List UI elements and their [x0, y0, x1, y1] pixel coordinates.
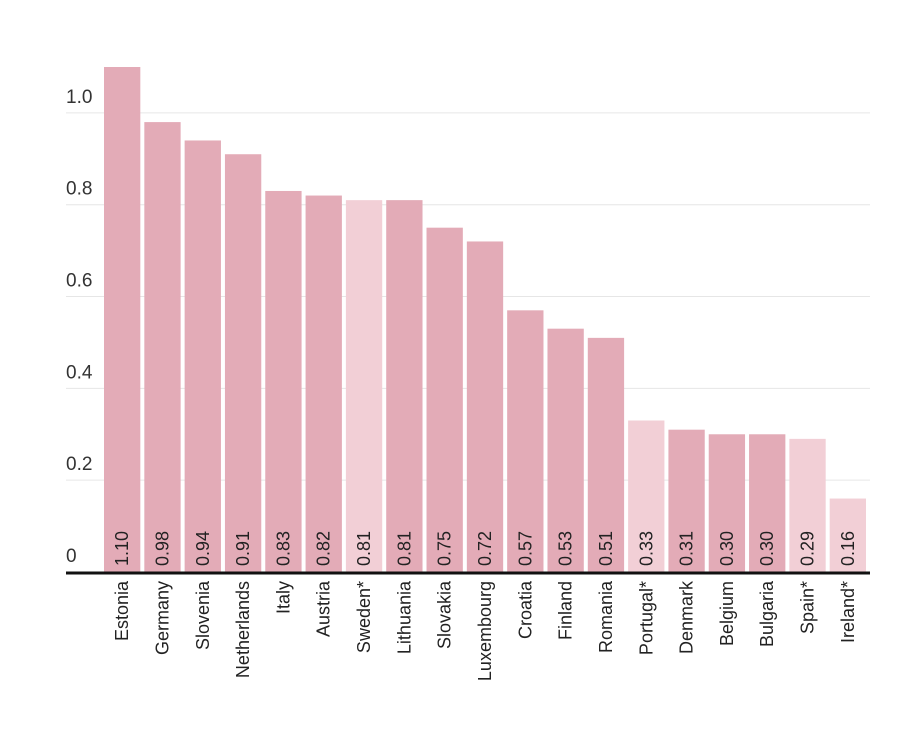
data-label: 0.91 [233, 531, 253, 566]
y-tick-label: 0.8 [66, 179, 92, 200]
x-tick-label: Croatia [515, 580, 535, 639]
bar [587, 337, 625, 572]
data-labels: 1.10 0.98 0.94 0.91 0.83 0.82 0.81 0.81 0.75 0.72… [112, 531, 858, 566]
x-tick-label: Slovakia [435, 580, 455, 649]
x-tick-label: Sweden* [354, 581, 374, 653]
data-label: 0.53 [556, 531, 576, 566]
bar [708, 434, 746, 572]
x-tick-label: Germany [152, 581, 172, 655]
data-label: 0.30 [717, 531, 737, 566]
x-tick-label: Ireland* [838, 581, 858, 643]
bar [305, 195, 342, 572]
data-label: 0.51 [596, 531, 616, 566]
x-tick-label: Italy [273, 581, 293, 614]
bars [104, 67, 866, 573]
data-label: 0.82 [314, 531, 334, 566]
x-tick-label: Finland [556, 581, 576, 640]
bar [386, 200, 423, 573]
data-label: 0.31 [677, 531, 697, 566]
data-label: 0.72 [475, 531, 495, 566]
bar [426, 227, 463, 572]
bar [668, 429, 705, 572]
bar [829, 498, 866, 572]
data-label: 0.33 [636, 531, 656, 566]
x-tick-label: Estonia [112, 580, 132, 641]
x-tick-label: Austria [314, 580, 334, 637]
data-label: 0.98 [152, 531, 172, 566]
x-tick-label: Netherlands [233, 581, 253, 678]
data-label: 0.57 [515, 531, 535, 566]
data-label: 0.81 [394, 531, 414, 566]
x-tick-label: Luxembourg [475, 581, 495, 681]
x-tick-label: Portugal* [636, 581, 656, 655]
bar [628, 420, 665, 572]
data-label: 0.16 [838, 531, 858, 566]
x-tick-label: Bulgaria [757, 580, 777, 647]
data-label: 0.29 [798, 531, 818, 566]
y-tick-label: 0.4 [66, 362, 93, 383]
y-tick-label: 0 [66, 546, 77, 567]
data-label: 0.81 [354, 531, 374, 566]
bar [184, 140, 221, 573]
data-label: 1.10 [112, 531, 132, 566]
bar [224, 154, 262, 572]
y-axis-tick-labels: 0 0.2 0.4 0.6 0.8 1.0 [66, 87, 93, 567]
x-tick-label: Slovenia [193, 580, 213, 650]
bar [547, 328, 584, 572]
y-tick-label: 1.0 [66, 87, 92, 108]
x-tick-label: Spain* [798, 581, 818, 634]
bar [789, 438, 826, 572]
bar [104, 67, 141, 572]
bar [345, 200, 383, 573]
bar [466, 241, 504, 573]
x-tick-label: Belgium [717, 581, 737, 646]
bar [749, 434, 786, 572]
bar [507, 310, 544, 572]
data-label: 0.83 [273, 531, 293, 566]
data-label: 0.94 [193, 531, 213, 566]
y-tick-label: 0.6 [66, 271, 92, 292]
x-axis-tick-labels: Estonia Germany Slovenia Netherlands Italy Au… [112, 580, 858, 681]
data-label: 0.30 [757, 531, 777, 566]
x-tick-label: Denmark [677, 580, 697, 654]
bar [265, 190, 302, 573]
y-tick-label: 0.2 [66, 454, 92, 475]
x-tick-label: Lithuania [394, 580, 414, 654]
bar [144, 122, 181, 572]
data-label: 0.75 [435, 531, 455, 566]
x-tick-label: Romania [596, 580, 616, 653]
